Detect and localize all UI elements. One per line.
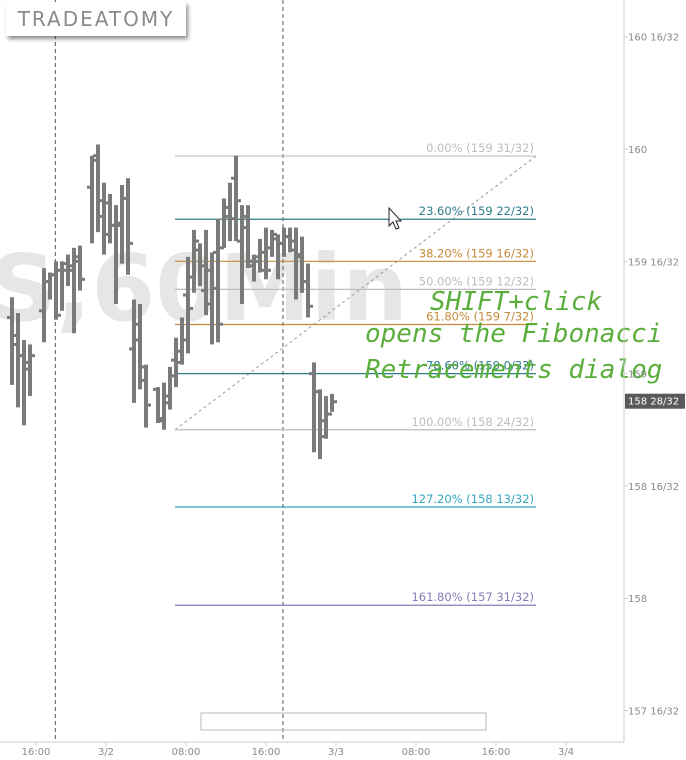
current-price-marker (625, 393, 685, 409)
annotation-line-2: Retracements dialog (365, 355, 662, 385)
x-tick-label-3: 16:00 (252, 747, 281, 758)
ohlc-bar-50 (327, 393, 337, 416)
y-tick-label-5: 158 (628, 594, 647, 605)
time-scrollbar (200, 712, 487, 731)
y-tick-label-2: 159 16/32 (628, 257, 679, 268)
ohlc-bar-11 (87, 155, 97, 244)
ohlc-bar-39 (261, 227, 271, 280)
ohlc-bar-27 (189, 229, 199, 293)
x-tick-label-2: 08:00 (172, 747, 201, 758)
annotation-line-0: SHIFT+click (430, 287, 603, 317)
fib-level-label-5: 78.60% (159 0/32) (426, 359, 534, 373)
fib-level-label-4: 61.80% (159 7/32) (426, 310, 534, 324)
ohlc-bar-24 (171, 337, 181, 388)
fib-level-label-2: 38.20% (159 16/32) (419, 246, 534, 260)
fib-level-label-1: 23.60% (159 22/32) (419, 204, 534, 218)
ohlc-bar-47 (309, 362, 319, 453)
y-tick-label-4: 158 16/32 (628, 482, 679, 493)
ohlc-bar-22 (159, 382, 169, 430)
y-tick-label-0: 160 16/32 (628, 33, 679, 44)
ohlc-bars (7, 144, 337, 459)
ohlc-bar-20 (141, 364, 151, 428)
fib-level-label-6: 100.00% (158 24/32) (411, 415, 534, 429)
y-tick-label-3: 159 (628, 370, 647, 381)
tradeatomy-logo: TRADEATOMY (6, 2, 186, 36)
fib-level-label-8: 161.80% (157 31/32) (411, 590, 534, 604)
ohlc-bar-21 (153, 387, 163, 424)
fib-level-label-0: 0.00% (159 31/32) (426, 141, 534, 155)
fibonacci-retracement[interactable]: 0.00% (159 31/32) 23.60% (159 22/32) 38.20… (174, 141, 537, 606)
ohlc-bar-3 (25, 344, 35, 397)
fib-level-label-3: 50.00% (159 12/32) (419, 274, 534, 288)
ohlc-bar-49 (321, 396, 331, 439)
current-price-label: 158 28/32 (628, 397, 679, 408)
annotation-line-1: opens the Fibonacci (365, 319, 662, 349)
ohlc-bar-6 (51, 261, 61, 320)
ohlc-bar-26 (183, 256, 193, 354)
ohlc-bar-12 (93, 144, 103, 233)
y-tick-label-6: 157 16/32 (628, 707, 679, 718)
ohlc-bar-46 (303, 263, 313, 318)
ohlc-bar-31 (213, 218, 223, 343)
x-tick-label-0: 16:00 (22, 747, 51, 758)
ohlc-bar-23 (165, 366, 175, 410)
ohlc-bar-34 (231, 155, 241, 242)
logo-text: TRADEATOMY (17, 7, 175, 31)
x-tick-label-4: 3/3 (328, 747, 344, 758)
x-tick-label-1: 3/2 (98, 747, 114, 758)
ohlc-bar-48 (315, 389, 325, 459)
session-separators (54, 0, 284, 742)
ohlc-bar-17 (123, 178, 133, 275)
fib-level-label-7: 127.20% (158 13/32) (411, 492, 534, 506)
x-tick-label-6: 16:00 (482, 747, 511, 758)
x-tick-label-5: 08:00 (402, 747, 431, 758)
ohlc-bar-10 (75, 245, 85, 291)
ohlc-bar-33 (225, 182, 235, 242)
x-tick-label-7: 3/4 (558, 747, 574, 758)
ohlc-bar-2 (19, 339, 29, 426)
mouse-cursor-icon (388, 206, 403, 230)
y-tick-label-1: 160 (628, 145, 647, 156)
mouse-cursor-icon (388, 206, 403, 230)
